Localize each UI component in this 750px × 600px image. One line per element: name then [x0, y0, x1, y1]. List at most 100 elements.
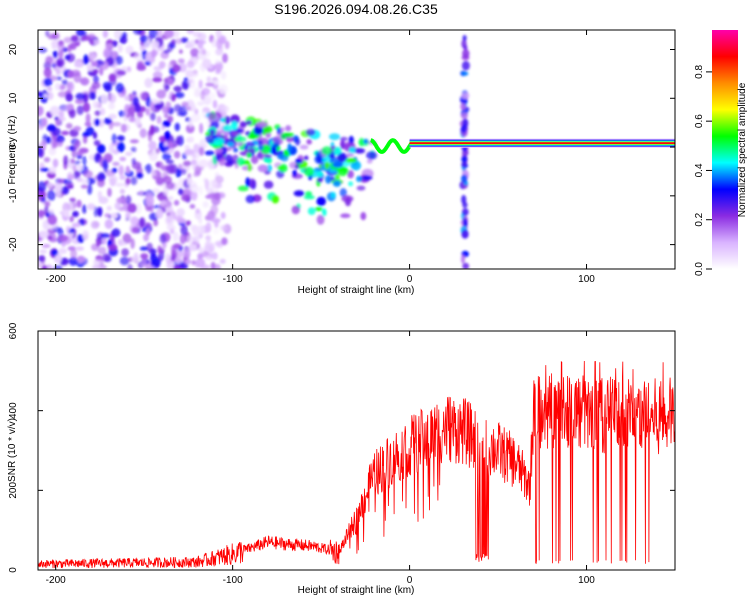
noise-blob	[96, 144, 106, 154]
echo-blob	[226, 141, 235, 147]
echo-blob	[214, 192, 221, 201]
noise-blob	[63, 155, 69, 166]
echo-blob	[337, 152, 348, 163]
colorbar-label: Normalized spectral amplitude	[737, 82, 748, 217]
noise-blob	[118, 165, 124, 176]
snr-xlabel: Height of straight line (km)	[298, 585, 415, 596]
noise-blob	[64, 54, 71, 60]
noise-blob	[134, 104, 142, 113]
noise-blob	[117, 44, 123, 53]
noise-blob	[211, 179, 218, 188]
stripe-blob	[460, 102, 466, 111]
noise-blob	[82, 230, 89, 241]
noise-blob	[165, 252, 170, 261]
noise-blob	[115, 55, 123, 65]
colorbar-tick-label: 0.8	[694, 64, 705, 78]
noise-blob	[103, 48, 111, 59]
x-tick-label: 0	[407, 274, 413, 285]
noise-blob	[119, 175, 126, 180]
noise-blob	[66, 82, 73, 90]
noise-blob	[57, 44, 66, 52]
echo-blob	[247, 133, 259, 140]
noise-blob	[43, 77, 53, 87]
noise-blob	[198, 216, 203, 225]
noise-blob	[76, 199, 82, 208]
noise-blob	[119, 35, 128, 45]
noise-blob	[141, 256, 147, 268]
noise-blob	[119, 256, 130, 266]
noise-blob	[44, 205, 49, 216]
noise-blob	[56, 57, 65, 68]
y-tick-label: 0	[8, 144, 19, 150]
noise-blob	[166, 205, 174, 213]
echo-blob	[356, 185, 366, 191]
noise-blob	[97, 246, 107, 255]
noise-blob	[189, 204, 196, 209]
echo-blob	[330, 191, 336, 199]
echo-blob	[340, 140, 346, 150]
noise-blob	[90, 220, 100, 229]
noise-blob	[220, 224, 227, 231]
echo-blob	[354, 148, 366, 154]
noise-blob	[86, 177, 96, 185]
echo-blob	[314, 206, 323, 212]
noise-blob	[119, 188, 125, 195]
noise-blob	[104, 84, 112, 92]
stripe-blob	[461, 174, 468, 183]
noise-blob	[136, 64, 147, 71]
noise-blob	[93, 206, 98, 218]
noise-blob	[123, 111, 128, 122]
noise-blob	[74, 98, 85, 105]
noise-blob	[92, 131, 98, 139]
noise-blob	[128, 117, 137, 123]
noise-blob	[191, 113, 201, 123]
noise-blob	[129, 139, 139, 144]
echo-blob	[350, 160, 362, 171]
stripe-blob	[462, 262, 470, 269]
noise-blob	[117, 135, 125, 142]
echo-blob	[366, 151, 378, 160]
noise-blob	[184, 144, 191, 150]
noise-blob	[174, 122, 180, 132]
noise-blob	[92, 39, 100, 45]
noise-blob	[195, 258, 206, 268]
echo-blob	[315, 151, 321, 158]
echo-blob	[258, 144, 264, 151]
noise-blob	[156, 89, 167, 99]
transition-trace	[370, 138, 415, 154]
noise-blob	[168, 196, 174, 201]
noise-blob	[103, 117, 112, 125]
echo-blob	[213, 137, 225, 146]
y-tick-label: 20	[8, 44, 19, 56]
noise-blob	[163, 112, 169, 119]
echo-blob	[305, 191, 313, 197]
noise-blob	[133, 252, 139, 261]
noise-blob	[127, 106, 136, 115]
noise-blob	[205, 221, 212, 233]
noise-blob	[205, 194, 213, 199]
noise-blob	[87, 65, 94, 72]
stripe-blob	[460, 112, 468, 120]
noise-blob	[130, 176, 138, 185]
echo-blob	[262, 125, 273, 134]
noise-blob	[116, 142, 125, 153]
noise-blob	[199, 122, 204, 134]
echo-blob	[316, 171, 324, 178]
noise-blob	[42, 219, 50, 230]
noise-blob	[57, 91, 68, 98]
noise-blob	[165, 164, 175, 174]
echo-blob	[245, 194, 255, 204]
noise-blob	[39, 249, 48, 254]
echo-blob	[215, 130, 222, 137]
noise-blob	[67, 174, 75, 180]
stripe-blob	[461, 155, 468, 163]
noise-blob	[172, 64, 182, 73]
echo-blob	[294, 163, 300, 170]
y-tick-label: 200	[8, 482, 19, 499]
noise-blob	[218, 84, 228, 94]
noise-blob	[62, 209, 70, 217]
stripe-blob	[461, 161, 468, 168]
echo-blob	[316, 196, 327, 206]
spectrogram-frame	[37, 29, 676, 270]
